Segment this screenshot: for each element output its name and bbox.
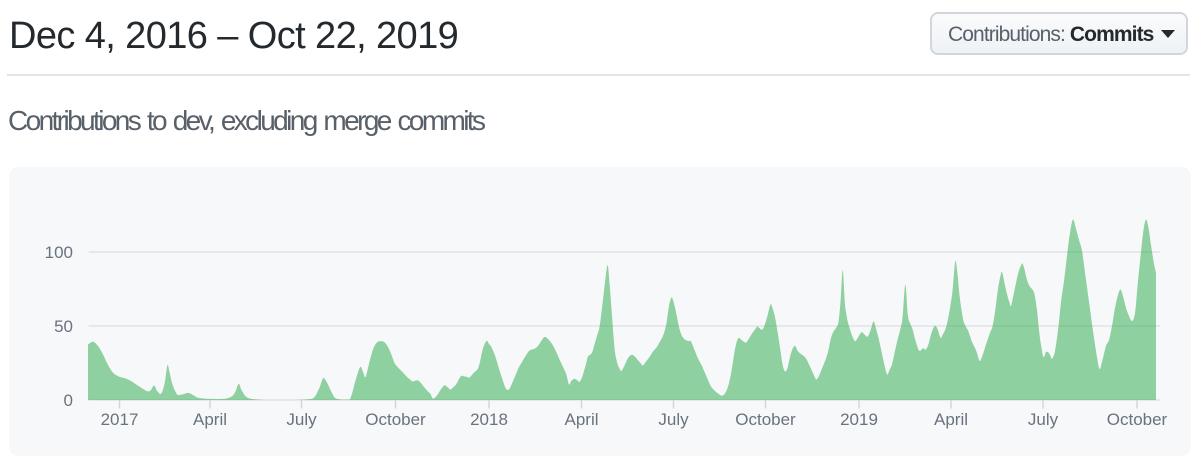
svg-text:April: April (934, 410, 968, 429)
svg-text:2019: 2019 (840, 410, 878, 429)
svg-text:0: 0 (64, 391, 73, 410)
svg-text:July: July (658, 410, 689, 429)
svg-text:October: October (365, 410, 426, 429)
svg-text:April: April (193, 410, 227, 429)
svg-text:October: October (735, 410, 796, 429)
svg-text:2018: 2018 (470, 410, 508, 429)
svg-text:2017: 2017 (101, 410, 139, 429)
svg-text:October: October (1107, 410, 1168, 429)
svg-text:100: 100 (45, 243, 73, 262)
svg-text:April: April (564, 410, 598, 429)
svg-text:July: July (1028, 410, 1059, 429)
svg-text:50: 50 (54, 317, 73, 336)
svg-text:July: July (286, 410, 317, 429)
